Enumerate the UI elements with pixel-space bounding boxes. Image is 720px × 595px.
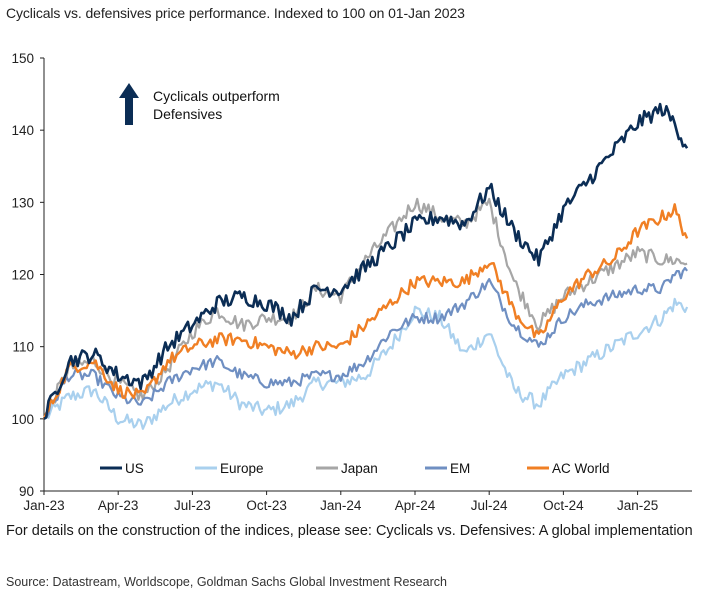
- source-note: Source: Datastream, Worldscope, Goldman …: [6, 575, 447, 589]
- x-tick-label: Oct-24: [543, 498, 584, 513]
- x-tick-label: Jan-25: [617, 498, 658, 513]
- y-tick-label: 140: [11, 123, 34, 138]
- annotation-line-2: Defensives: [153, 106, 222, 122]
- annotation-line-1: Cyclicals outperform: [153, 88, 280, 104]
- line-chart: 90 100 110 120 130 140 150 Jan-23 Apr-23 Jul-23 Oc…: [11, 51, 692, 513]
- series-line-japan: [42, 197, 688, 420]
- x-tick-label: Jan-23: [23, 498, 64, 513]
- y-tick-label: 90: [19, 484, 34, 499]
- x-tick-label: Apr-24: [395, 498, 436, 513]
- y-tick-label: 110: [12, 340, 34, 355]
- series-line-europe: [43, 297, 689, 430]
- up-arrow-icon: [119, 83, 139, 125]
- x-tick-label: Jan-24: [320, 498, 362, 513]
- x-tick-label: Oct-23: [246, 498, 287, 513]
- axes: 90 100 110 120 130 140 150 Jan-23 Apr-23 Jul-23 Oc…: [11, 51, 692, 513]
- legend: US Europe Japan EM AC World: [100, 461, 610, 476]
- series-line-us: [43, 102, 689, 420]
- legend-label-ac-world: AC World: [552, 461, 610, 476]
- legend-label-us: US: [125, 461, 144, 476]
- y-tick-label: 120: [11, 268, 34, 283]
- y-tick-label: 100: [11, 412, 34, 427]
- legend-label-japan: Japan: [341, 461, 378, 476]
- x-tick-label: Jul-24: [471, 498, 508, 513]
- x-tick-label: Jul-23: [174, 498, 211, 513]
- series-line-em: [43, 266, 688, 420]
- legend-label-em: EM: [450, 461, 470, 476]
- y-tick-label: 130: [11, 195, 34, 210]
- y-tick-label: 150: [11, 51, 34, 66]
- x-tick-label: Apr-23: [98, 498, 139, 513]
- construction-note: For details on the construction of the i…: [6, 523, 693, 539]
- series-line-ac-world: [42, 203, 689, 420]
- legend-label-europe: Europe: [220, 461, 264, 476]
- annotation: Cyclicals outperform Defensives: [119, 83, 280, 125]
- chart-title: Cyclicals vs. defensives price performan…: [6, 5, 465, 21]
- series-lines: [42, 102, 689, 430]
